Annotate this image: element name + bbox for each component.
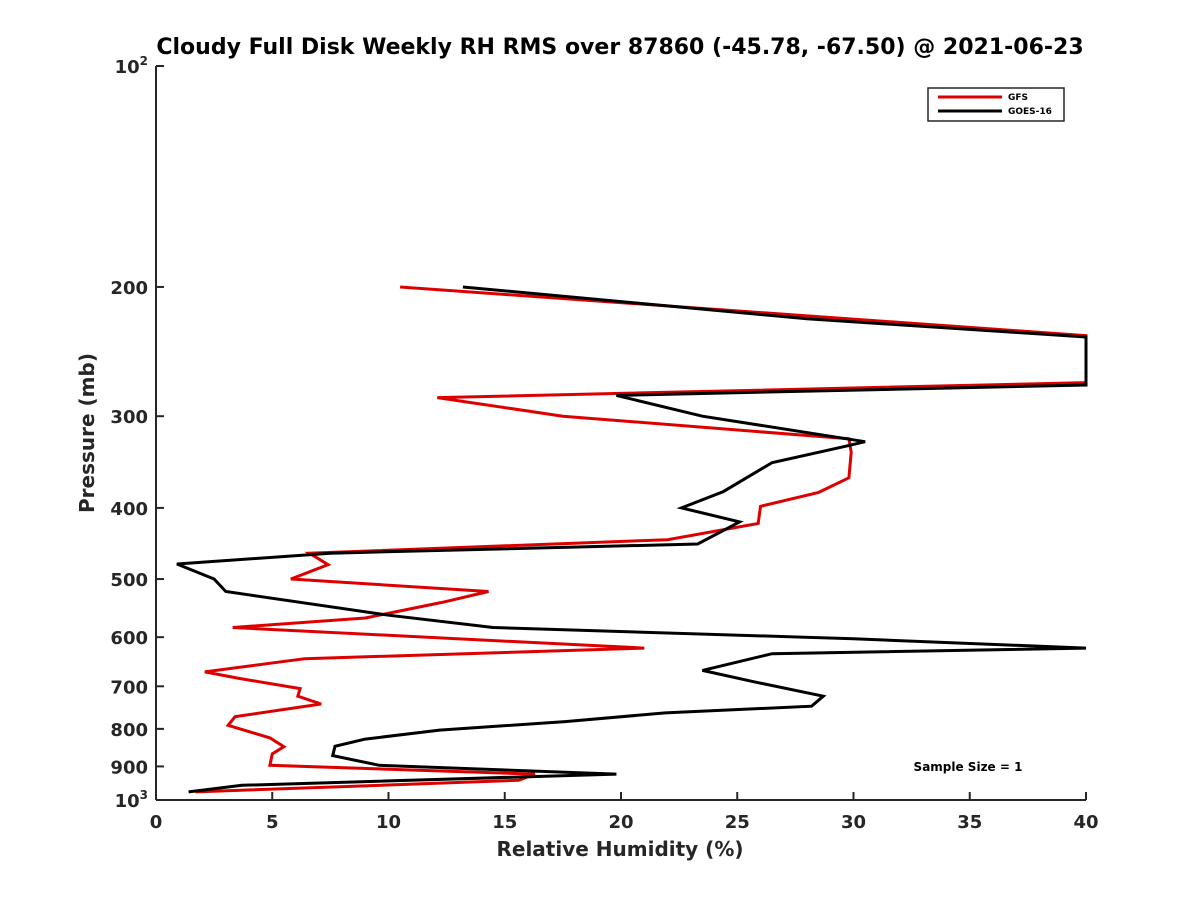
y-axis: 102 200 300 400 500 600 700 800 900 103: [110, 54, 164, 812]
x-tick-label: 25: [725, 812, 750, 833]
legend: GFS GOES-16: [927, 87, 1065, 122]
y-tick-label: 103: [115, 788, 148, 812]
legend-label: GOES-16: [1008, 107, 1052, 117]
x-tick-label: 5: [266, 812, 279, 833]
series-line-gfs: [195, 285, 1088, 794]
y-tick-label: 102: [115, 54, 148, 78]
y-tick-label: 600: [110, 628, 148, 649]
x-tick-label: 10: [376, 812, 401, 833]
y-tick-label: 700: [110, 677, 148, 698]
y-tick-label: 200: [110, 278, 148, 299]
y-tick-label: 500: [110, 570, 148, 591]
x-axis-label: Relative Humidity (%): [496, 837, 743, 861]
x-tick-label: 30: [841, 812, 866, 833]
y-axis-label: Pressure (mb): [75, 353, 99, 513]
x-tick-label: 20: [608, 812, 633, 833]
x-tick-label: 0: [150, 812, 163, 833]
x-tick-label: 35: [957, 812, 982, 833]
y-tick-label: 300: [110, 407, 148, 428]
y-tick-label: 900: [110, 757, 148, 778]
chart-title: Cloudy Full Disk Weekly RH RMS over 8786…: [156, 35, 1083, 60]
x-tick-label: 40: [1073, 812, 1098, 833]
x-tick-label: 15: [492, 812, 517, 833]
legend-label: GFS: [1008, 93, 1028, 103]
x-axis: 0 5 10 15 20 25 30 35 40: [150, 792, 1099, 833]
series-layer: [176, 285, 1088, 794]
series-line-goes-16: [176, 285, 1088, 794]
y-tick-label: 400: [110, 499, 148, 520]
legend-box: [927, 87, 1065, 122]
y-tick-label: 800: [110, 720, 148, 741]
sample-size-annotation: Sample Size = 1: [914, 760, 1023, 774]
